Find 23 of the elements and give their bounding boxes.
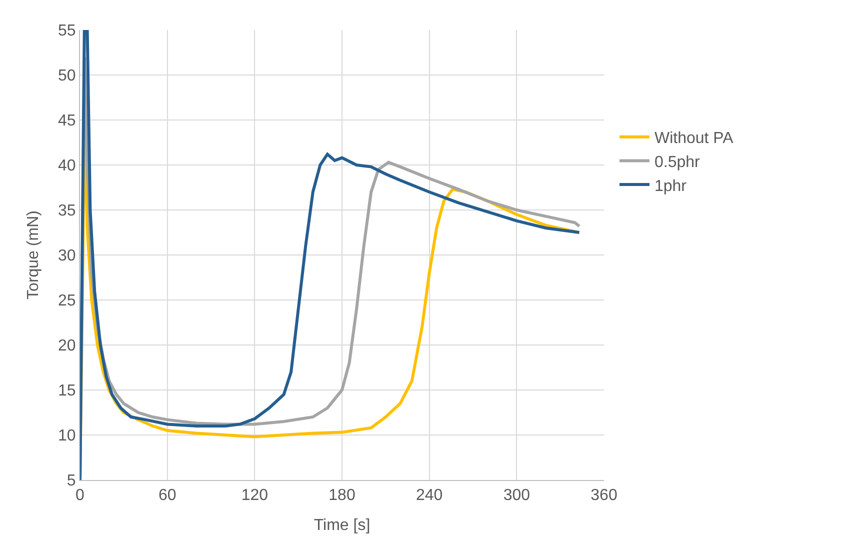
legend-label: 1phr	[654, 178, 688, 195]
y-tick-label: 30	[58, 248, 76, 265]
y-tick-label: 50	[58, 68, 76, 85]
x-tick-label: 240	[416, 487, 443, 504]
legend-label: 0.5phr	[654, 154, 701, 171]
y-tick-label: 15	[58, 382, 76, 400]
y-tick-label: 20	[58, 338, 76, 355]
x-tick-label: 300	[503, 487, 530, 504]
y-tick-label: 40	[58, 158, 76, 175]
x-tick-label: 180	[328, 487, 356, 504]
y-tick-label: 25	[58, 292, 76, 310]
x-tick-label: 60	[158, 487, 176, 504]
x-tick-label: 0	[76, 487, 85, 504]
y-tick-label: 35	[58, 202, 76, 220]
x-tick-label: 120	[241, 487, 268, 504]
x-tick-label: 360	[590, 487, 618, 504]
y-axis-title: Torque (mN)	[24, 210, 42, 300]
x-axis-title: Time [s]	[314, 516, 370, 534]
y-tick-label: 55	[58, 22, 76, 40]
y-tick-label: 45	[58, 112, 76, 130]
y-tick-label: 5	[66, 472, 76, 490]
y-tick-label: 10	[58, 428, 76, 445]
legend-label: Without PA	[654, 130, 734, 148]
